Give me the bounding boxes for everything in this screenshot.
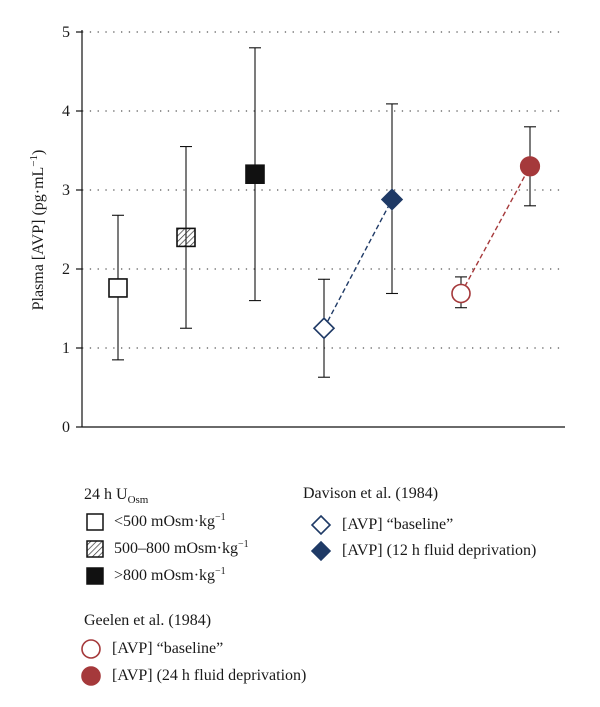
y-tick-label-3: 3	[62, 182, 70, 199]
legend-circle-filled-icon	[81, 666, 101, 686]
legend-item-under-500: <500 mOsm·kg −1	[86, 513, 226, 531]
data-markers	[108, 156, 541, 340]
connector-lines	[323, 165, 531, 329]
legend-item-over-800: >800 mOsm·kg −1	[86, 567, 226, 585]
data-point-7	[519, 156, 541, 177]
y-tick-label-2: 2	[62, 261, 70, 278]
data-point-1	[108, 278, 128, 298]
legend-item-davison-deprivation: [AVP] (12 h fluid deprivation)	[310, 540, 536, 562]
data-point-5	[380, 188, 404, 211]
legend-item-geelen-deprivation: [AVP] (24 h fluid deprivation)	[80, 665, 306, 687]
y-tick-label-1: 1	[62, 340, 70, 357]
legend-square-open-icon	[86, 513, 104, 531]
y-tick-label-4: 4	[62, 103, 70, 120]
data-point-2	[176, 227, 196, 248]
data-point-4	[312, 317, 336, 340]
legend-item-geelen-baseline: [AVP] “baseline”	[80, 638, 223, 660]
legend-diamond-filled-icon	[310, 540, 332, 562]
y-tick-labels: 0 1 2 3 4 5	[62, 24, 70, 436]
legend-item-500-800: 500–800 mOsm·kg −1	[86, 540, 249, 558]
chart-plot: 0 1 2 3 4 5 Plasma [AVP] (pg·mL−1)	[28, 24, 565, 436]
legend-diamond-open-icon	[310, 514, 332, 536]
legend-square-filled-icon	[86, 567, 104, 585]
y-tick-label-0: 0	[62, 419, 70, 436]
legend-uosm-title: 24 h UOsm	[84, 486, 149, 506]
connector-line-1	[323, 199, 393, 329]
connector-line-2	[460, 165, 531, 294]
y-axis-label: Plasma [AVP] (pg·mL−1)	[28, 150, 47, 311]
data-point-3	[245, 164, 265, 184]
legend-square-hatched-icon	[86, 540, 104, 558]
legend-item-davison-baseline: [AVP] “baseline”	[310, 514, 453, 536]
legend-davison-title: Davison et al. (1984)	[303, 485, 439, 502]
axes	[76, 30, 565, 428]
data-point-6	[451, 283, 471, 304]
legend-geelen-title: Geelen et al. (1984)	[84, 612, 212, 629]
y-tick-label-5: 5	[62, 24, 70, 41]
legend-circle-open-icon	[81, 639, 101, 659]
